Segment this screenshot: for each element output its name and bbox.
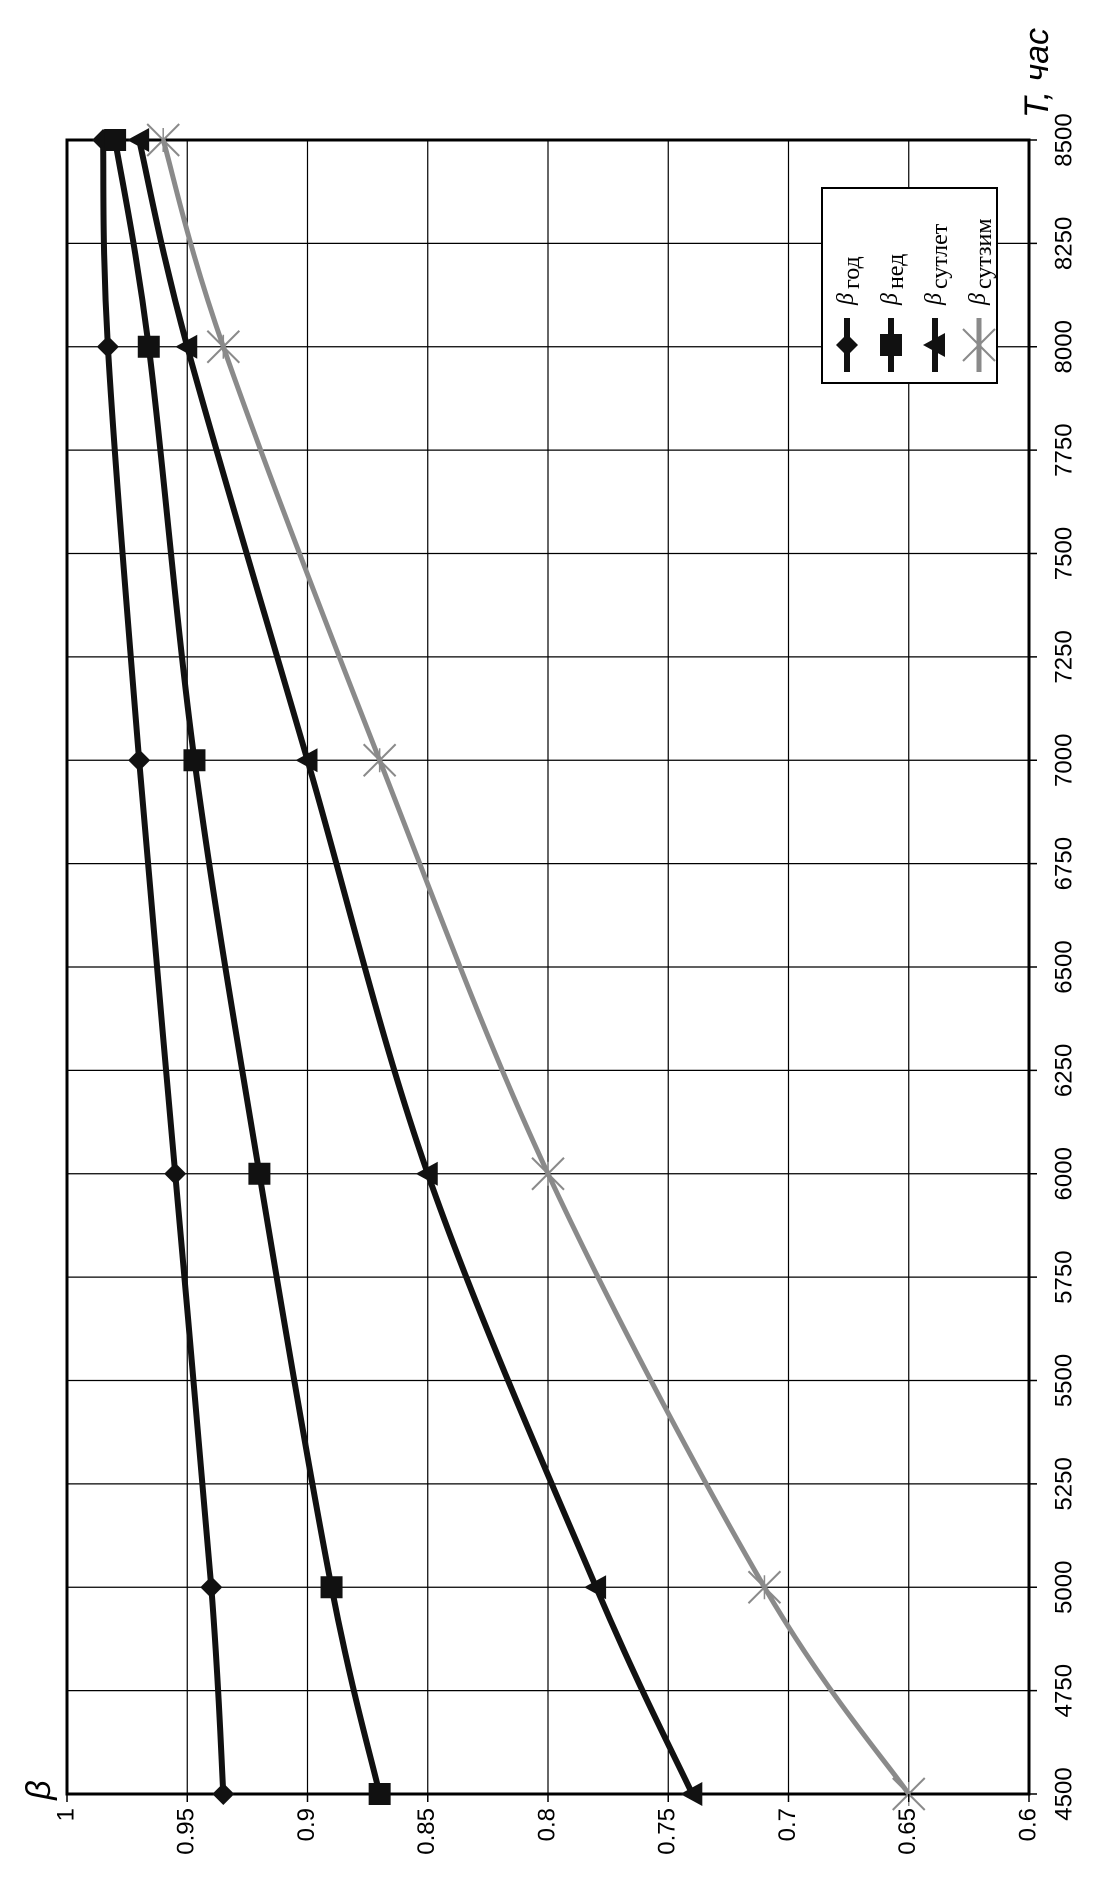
x-tick-label: 7000	[1050, 734, 1077, 787]
x-tick-label: 6250	[1050, 1044, 1077, 1097]
x-tick-label: 7500	[1050, 527, 1077, 580]
legend-swatch-marker	[923, 333, 945, 357]
series-diamond	[92, 129, 235, 1805]
data-point	[212, 1783, 235, 1805]
data-point	[531, 1157, 565, 1191]
y-tick-label: 0.95	[173, 1808, 200, 1855]
x-tick-label: 8500	[1050, 113, 1077, 166]
legend-label: βгод	[833, 256, 865, 306]
data-point	[368, 1783, 391, 1805]
legend-label: βсутзим	[965, 218, 997, 306]
x-tick-label: 4500	[1050, 1767, 1077, 1820]
legend-label: βнед	[877, 254, 909, 306]
y-tick-label: 1	[52, 1808, 79, 1821]
legend-entry: βсутзим	[962, 218, 997, 372]
x-tick-label: 6500	[1050, 940, 1077, 993]
series-layer	[92, 123, 926, 1811]
legend-label: βсутлет	[921, 223, 953, 306]
data-point	[200, 1576, 223, 1599]
x-tick-label: 7750	[1050, 423, 1077, 476]
data-point	[96, 335, 119, 358]
x-tick-label: 8000	[1050, 320, 1077, 373]
x-tick-label: 4750	[1050, 1664, 1077, 1717]
x-tick-label: 5500	[1050, 1354, 1077, 1407]
data-point	[295, 748, 318, 773]
x-tick-label: 5750	[1050, 1250, 1077, 1303]
gridlines	[66, 139, 1030, 1795]
legend-swatch-marker	[880, 334, 902, 356]
data-point	[183, 749, 206, 772]
data-point	[206, 330, 241, 364]
data-point	[415, 1161, 438, 1186]
legend-entry: βсутлет	[921, 223, 953, 372]
x-tick-label: 5000	[1050, 1561, 1077, 1614]
data-point	[248, 1162, 271, 1185]
data-point	[127, 128, 150, 152]
x-tick-label: 7250	[1050, 630, 1077, 683]
data-point	[175, 334, 198, 359]
data-point	[362, 743, 397, 777]
data-point	[747, 1570, 782, 1604]
x-axis-title: T, час	[1018, 28, 1056, 118]
series-triangle	[127, 128, 703, 1806]
y-tick-label: 0.75	[654, 1808, 681, 1855]
x-tick-label: 6000	[1050, 1147, 1077, 1200]
y-tick-label: 0.7	[774, 1808, 801, 1841]
tick-labels: 4500 4750 5000 5250 5500 5750 6000 6250 6500 6750…	[52, 113, 1077, 1854]
data-point	[320, 1576, 343, 1599]
legend: βгод βнед βсутлет βсутзим	[821, 187, 998, 384]
data-point	[584, 1575, 607, 1600]
y-tick-label: 0.8	[533, 1808, 560, 1841]
y-axis-title: β	[20, 1780, 58, 1800]
data-point	[137, 335, 160, 358]
x-tick-label: 8250	[1050, 217, 1077, 270]
data-point	[680, 1782, 703, 1806]
data-point	[104, 129, 127, 151]
legend-swatch-marker	[836, 334, 858, 356]
series-square	[104, 129, 391, 1805]
data-point	[128, 749, 151, 772]
y-tick-label: 0.9	[293, 1808, 320, 1841]
data-point	[146, 123, 180, 157]
legend-entry: βнед	[877, 254, 909, 372]
data-point	[164, 1162, 187, 1185]
y-tick-label: 0.65	[894, 1808, 921, 1855]
legend-entry: βгод	[833, 256, 865, 372]
y-tick-label: 0.85	[413, 1808, 440, 1855]
x-tick-label: 6750	[1050, 837, 1077, 890]
legend-swatch-marker	[962, 328, 996, 362]
x-tick-label: 5250	[1050, 1457, 1077, 1510]
y-tick-label: 0.6	[1014, 1808, 1041, 1841]
